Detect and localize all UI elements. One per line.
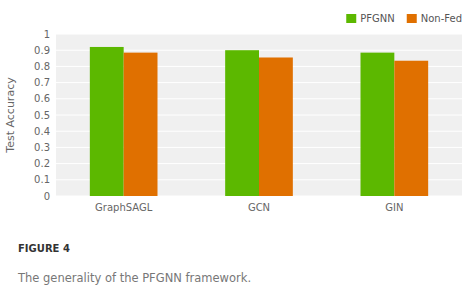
legend-item: PFGNN [346,13,395,24]
legend-item: Non-Fed [407,13,462,24]
y-tick-label: 0.2 [34,158,50,169]
bars [90,47,428,196]
bar [90,47,124,196]
y-tick-label: 0.1 [34,174,50,185]
legend-swatch [346,14,356,23]
bar [361,53,395,196]
legend-label: Non-Fed [421,13,462,24]
legend-swatch [407,14,417,23]
chart: 0 0.1 0.2 0.3 0.4 0.5 0.6 0.7 0.8 0.9 1 Test Accura… [0,0,474,297]
y-tick-label: 0.4 [34,126,50,137]
chart-container: 0 0.1 0.2 0.3 0.4 0.5 0.6 0.7 0.8 0.9 1 Test Accura… [0,0,474,297]
page: {"chart_data": {"type": "bar", "categori… [0,0,474,297]
y-tick-label: 1 [44,29,50,40]
y-axis: 0 0.1 0.2 0.3 0.4 0.5 0.6 0.7 0.8 0.9 1 [34,29,50,202]
bar [259,57,293,196]
y-tick-label: 0.5 [34,110,50,121]
y-tick-label: 0.3 [34,142,50,153]
x-tick-label: GIN [385,202,403,213]
bar [394,61,428,196]
y-tick-label: 0 [44,191,50,202]
x-axis: GraphSAGL GCN GIN [95,202,403,213]
legend-label: PFGNN [360,13,395,24]
figure-label: FIGURE 4 [18,243,70,254]
bar [124,53,158,196]
y-grid [56,34,462,196]
x-tick-label: GCN [248,202,270,213]
y-tick-label: 0.9 [34,45,50,56]
x-tick-label: GraphSAGL [95,202,153,213]
legend: PFGNN Non-Fed [346,13,462,24]
plot-background [56,34,462,196]
y-tick-label: 0.7 [34,77,50,88]
bar [225,50,259,196]
y-axis-label: Test Accuracy [4,77,17,154]
caption: The generality of the PFGNN framework. [17,271,251,285]
y-tick-label: 0.8 [34,61,50,72]
grid-line [56,34,462,35]
y-tick-label: 0.6 [34,93,50,104]
